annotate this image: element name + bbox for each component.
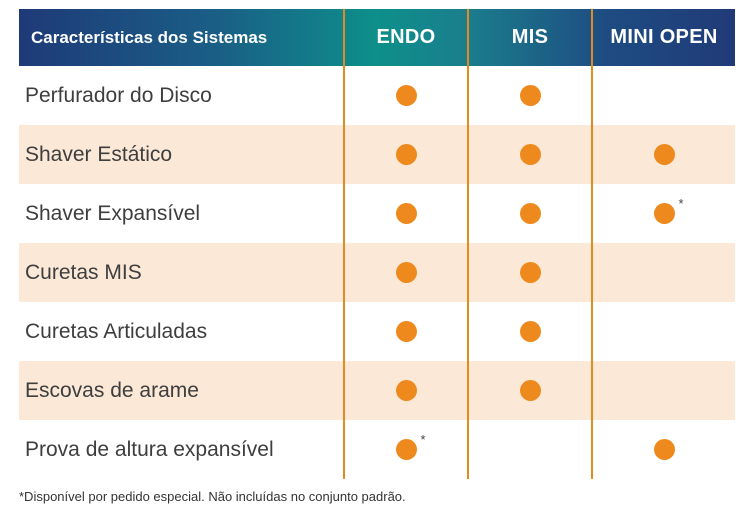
table-row: Curetas Articuladas: [19, 302, 735, 361]
cell-endo: [343, 361, 468, 420]
orange-dot-icon: [395, 262, 417, 283]
row-label: Shaver Estático: [25, 142, 173, 166]
cell-endo: [343, 125, 468, 184]
orange-dot-icon: [519, 144, 541, 165]
cell-mini-open: [591, 420, 735, 479]
table-row: Perfurador do Disco: [19, 66, 735, 125]
orange-dot-icon: [395, 203, 417, 224]
orange-dot-icon: *: [395, 432, 426, 460]
row-label: Curetas Articuladas: [25, 319, 208, 343]
table-row: Escovas de arame: [19, 361, 735, 420]
table-header: Características dos Sistemas ENDO MIS MI…: [19, 9, 735, 66]
cell-endo: [343, 66, 468, 125]
orange-dot-icon: [519, 321, 541, 342]
orange-dot-icon: [519, 203, 541, 224]
cell-mis: [467, 66, 592, 125]
systems-features-table: Características dos Sistemas ENDO MIS MI…: [19, 9, 735, 479]
table-body: Perfurador do Disco Shaver Estático Shaver…: [19, 66, 735, 479]
cell-mis: [467, 243, 592, 302]
orange-dot-icon: [519, 380, 541, 401]
cell-mini-open: [591, 302, 735, 361]
table-row: Shaver Estático: [19, 125, 735, 184]
cell-mis: [467, 361, 592, 420]
header-features: Características dos Sistemas: [31, 27, 268, 47]
cell-mini-open: *: [591, 184, 735, 243]
orange-dot-icon: [519, 85, 541, 106]
header-mini-open: MINI OPEN: [591, 9, 735, 66]
orange-dot-icon: *: [653, 196, 684, 224]
table-row: Curetas MIS: [19, 243, 735, 302]
cell-mis: [467, 125, 592, 184]
header-row: Características dos Sistemas ENDO MIS MI…: [19, 9, 735, 66]
header-mis: MIS: [467, 9, 592, 66]
systems-table-container: Características dos Sistemas ENDO MIS MI…: [19, 9, 735, 479]
orange-dot-icon: [653, 144, 675, 165]
cell-mini-open: [591, 125, 735, 184]
cell-endo: [343, 302, 468, 361]
cell-endo: *: [343, 420, 468, 479]
row-label: Perfurador do Disco: [25, 83, 212, 107]
cell-mini-open: [591, 361, 735, 420]
row-label: Shaver Expansível: [25, 201, 201, 225]
orange-dot-icon: [395, 321, 417, 342]
table-row: Prova de altura expansível *: [19, 420, 735, 479]
orange-dot-icon: [519, 262, 541, 283]
orange-dot-icon: [395, 380, 417, 401]
row-label: Curetas MIS: [25, 260, 142, 284]
cell-endo: [343, 184, 468, 243]
asterisk-marker: *: [420, 432, 426, 447]
cell-mini-open: [591, 243, 735, 302]
orange-dot-icon: [395, 144, 417, 165]
row-label: Escovas de arame: [25, 378, 199, 402]
asterisk-marker: *: [678, 196, 684, 211]
cell-mis: [467, 184, 592, 243]
cell-endo: [343, 243, 468, 302]
table-row: Shaver Expansível *: [19, 184, 735, 243]
cell-mis: [467, 302, 592, 361]
orange-dot-icon: [395, 85, 417, 106]
cell-mis: [467, 420, 592, 479]
cell-mini-open: [591, 66, 735, 125]
row-label: Prova de altura expansível: [25, 437, 274, 461]
orange-dot-icon: [653, 439, 675, 460]
header-endo: ENDO: [343, 9, 468, 66]
footnote: *Disponível por pedido especial. Não inc…: [19, 489, 406, 504]
